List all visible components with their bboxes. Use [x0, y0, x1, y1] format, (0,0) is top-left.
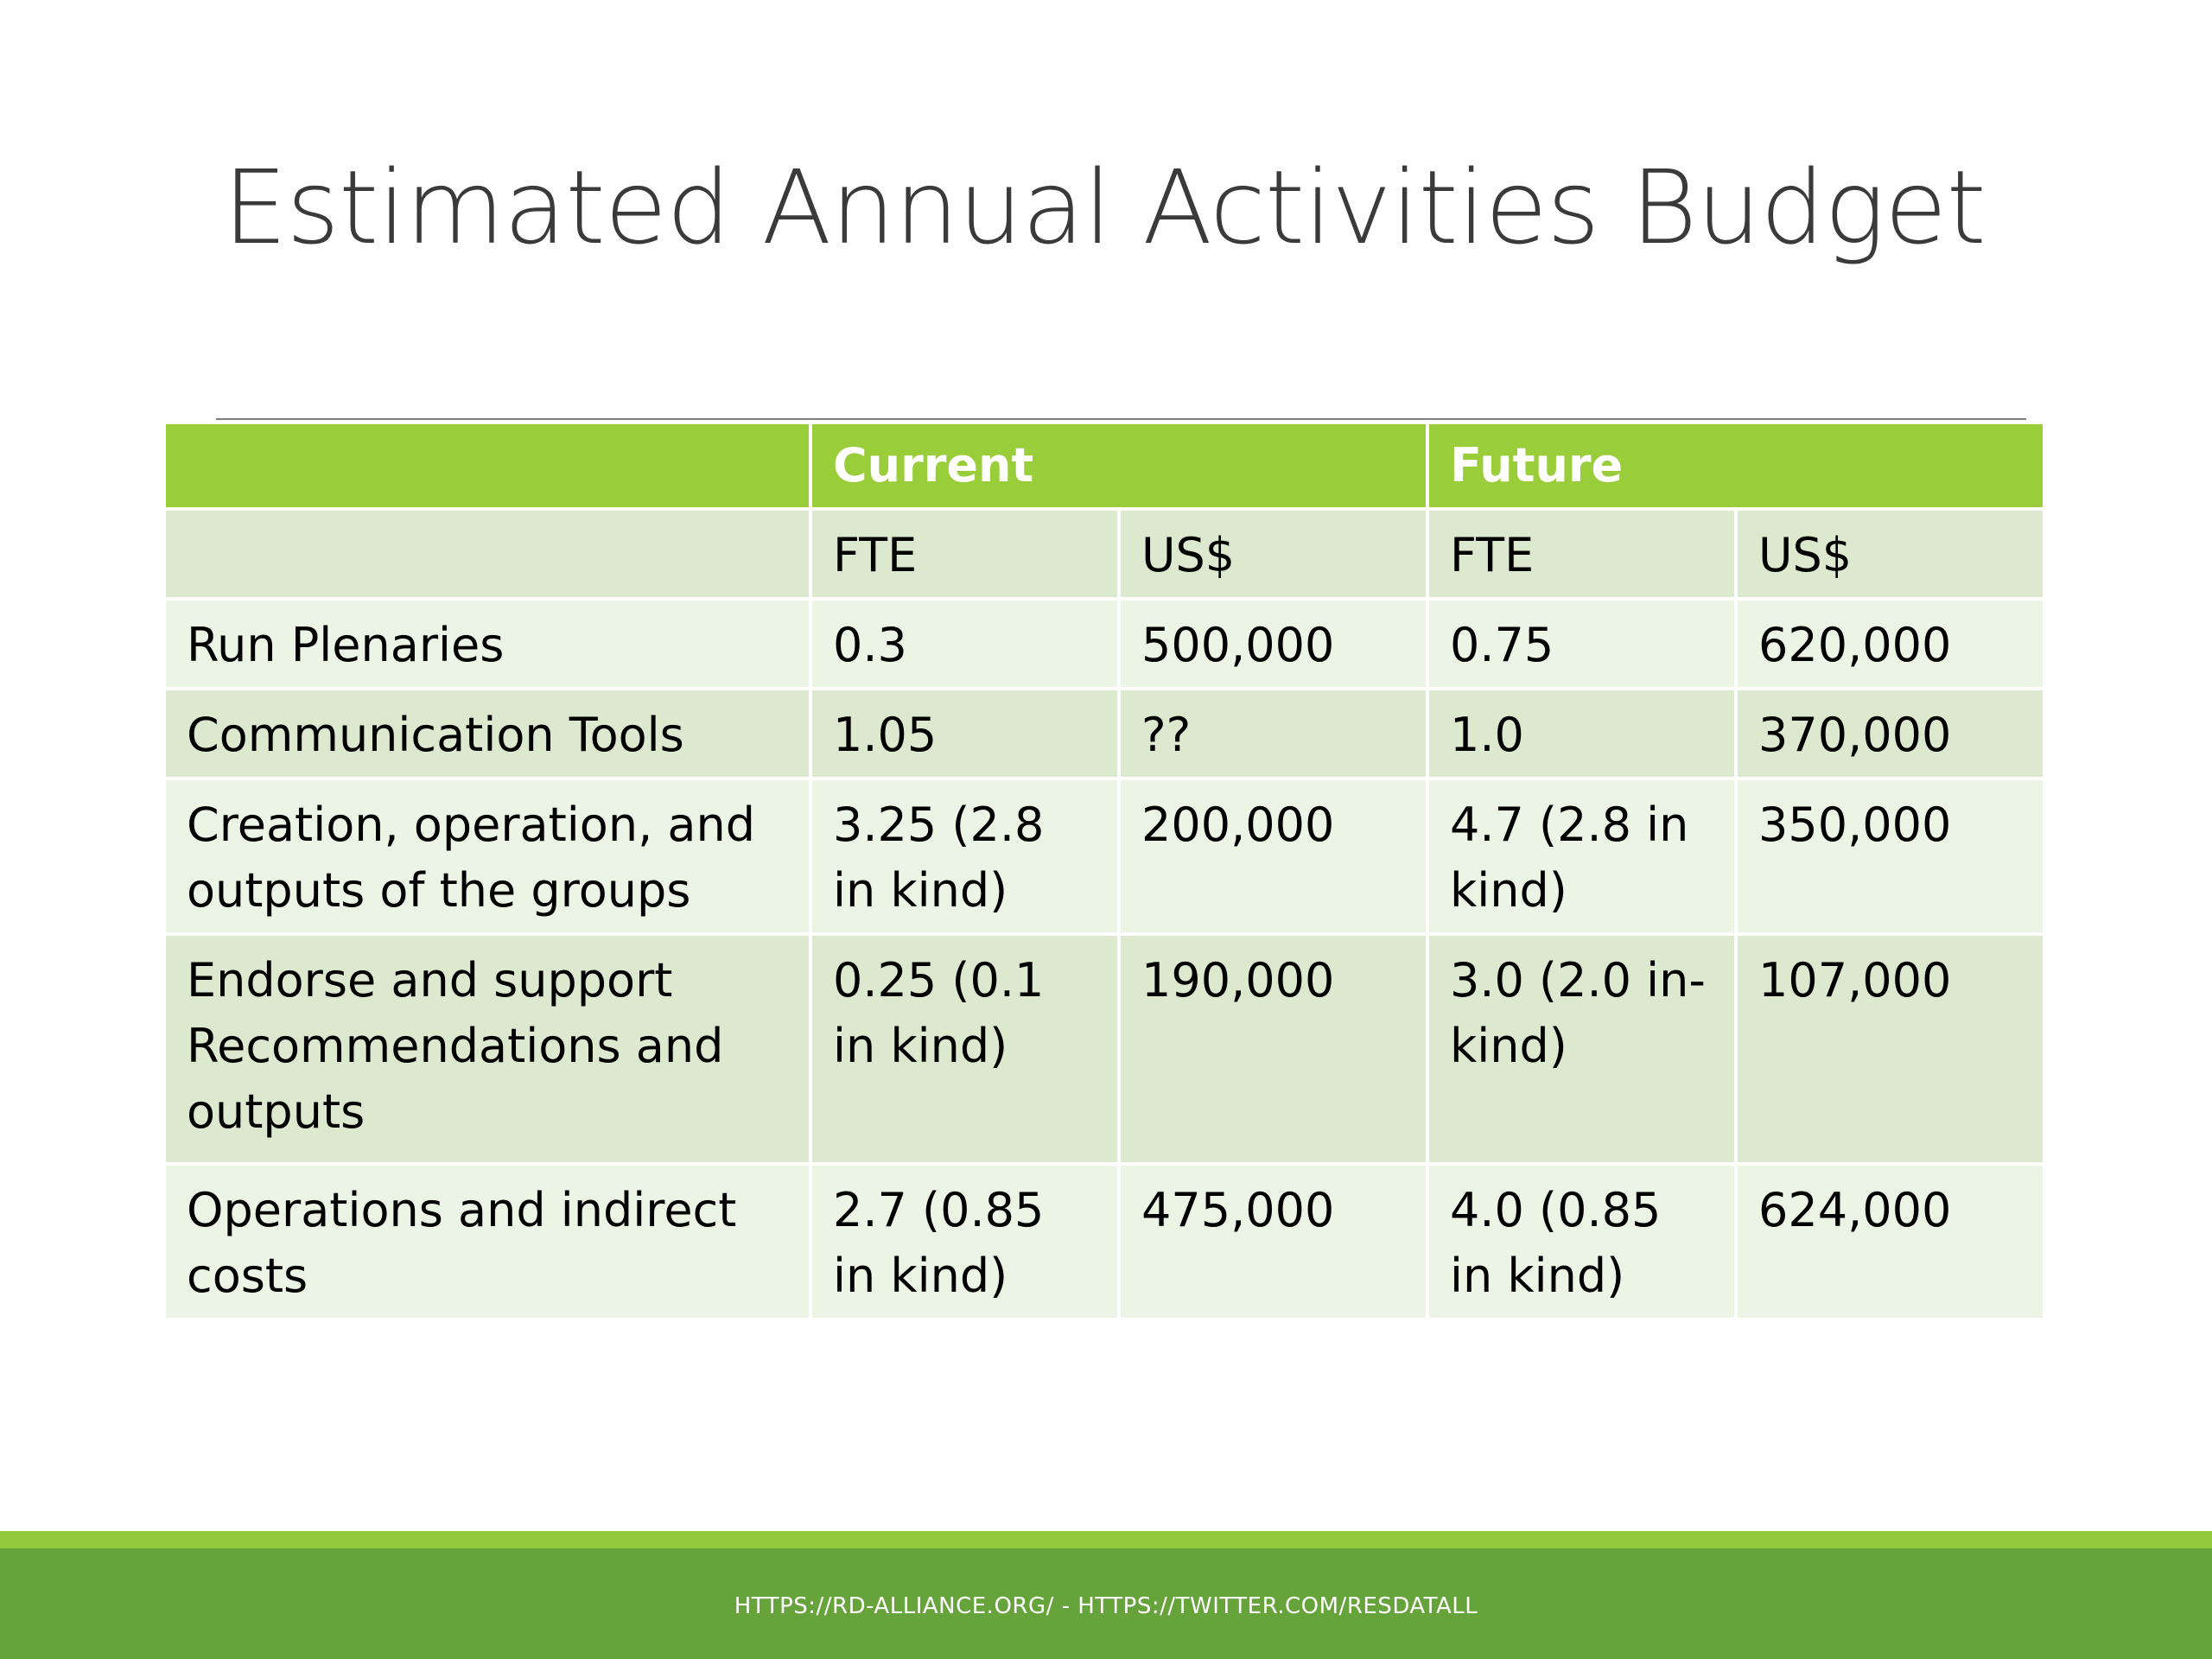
future-fte-cell: 4.0 (0.85 in kind) [1426, 1162, 1738, 1321]
footer-bar [0, 1548, 2212, 1659]
future-fte-cell: 3.0 (2.0 in-kind) [1426, 932, 1738, 1166]
sub-header-empty [162, 507, 812, 601]
current-usd-cell: 500,000 [1117, 597, 1429, 690]
group-header-current: Current [809, 421, 1429, 511]
future-usd-cell: 624,000 [1734, 1162, 2046, 1321]
current-fte-cell: 2.7 (0.85 in kind) [809, 1162, 1121, 1321]
current-usd-cell: 190,000 [1117, 932, 1429, 1166]
future-usd-cell: 350,000 [1734, 777, 2046, 936]
table-row: Creation, operation, and outputs of the … [162, 777, 2046, 936]
sub-header-future-usd: US$ [1734, 507, 2046, 601]
activity-cell: Operations and indirect costs [162, 1162, 812, 1321]
table-row: Run Plenaries 0.3 500,000 0.75 620,000 [162, 597, 2046, 690]
table-row: Endorse and support Recommendations and … [162, 932, 2046, 1166]
current-usd-cell: ?? [1117, 687, 1429, 780]
footer-accent-stripe [0, 1531, 2212, 1548]
future-usd-cell: 107,000 [1734, 932, 2046, 1166]
future-fte-cell: 0.75 [1426, 597, 1738, 690]
table-row: Communication Tools 1.05 ?? 1.0 370,000 [162, 687, 2046, 780]
group-header-row: Current Future [162, 421, 2046, 511]
future-fte-cell: 4.7 (2.8 in kind) [1426, 777, 1738, 936]
footer-links: HTTPS://RD-ALLIANCE.ORG/ - HTTPS://TWITT… [734, 1593, 1478, 1619]
future-fte-cell: 1.0 [1426, 687, 1738, 780]
sub-header-current-fte: FTE [809, 507, 1121, 601]
future-usd-cell: 620,000 [1734, 597, 2046, 690]
current-usd-cell: 200,000 [1117, 777, 1429, 936]
current-fte-cell: 1.05 [809, 687, 1121, 780]
activity-cell: Communication Tools [162, 687, 812, 780]
sub-header-current-usd: US$ [1117, 507, 1429, 601]
activity-cell: Endorse and support Recommendations and … [162, 932, 812, 1166]
sub-header-future-fte: FTE [1426, 507, 1738, 601]
future-usd-cell: 370,000 [1734, 687, 2046, 780]
current-fte-cell: 3.25 (2.8 in kind) [809, 777, 1121, 936]
current-fte-cell: 0.3 [809, 597, 1121, 690]
slide-title: Estimated Annual Activities Budget [223, 148, 1986, 267]
group-header-empty [162, 421, 812, 511]
activity-cell: Run Plenaries [162, 597, 812, 690]
group-header-future: Future [1426, 421, 2046, 511]
sub-header-row: FTE US$ FTE US$ [162, 507, 2046, 601]
current-usd-cell: 475,000 [1117, 1162, 1429, 1321]
budget-table: Current Future FTE US$ FTE US$ Run Plena… [162, 421, 2046, 1321]
activity-cell: Creation, operation, and outputs of the … [162, 777, 812, 936]
current-fte-cell: 0.25 (0.1 in kind) [809, 932, 1121, 1166]
table-row: Operations and indirect costs 2.7 (0.85 … [162, 1162, 2046, 1321]
title-divider [216, 418, 2026, 420]
